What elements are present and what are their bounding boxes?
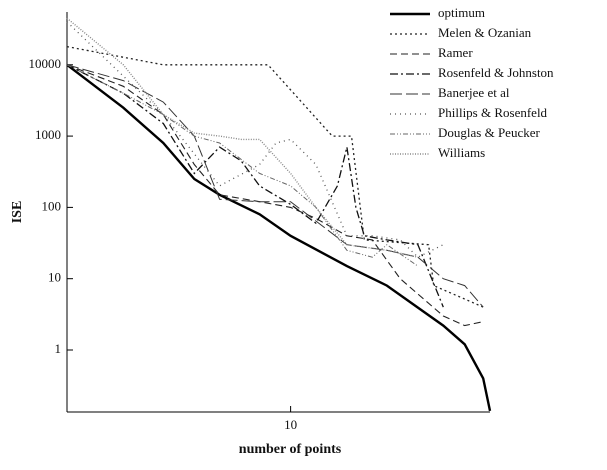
series-line (66, 21, 444, 258)
y-tick-label: 10 (48, 270, 61, 285)
x-tick-label: 10 (284, 417, 297, 432)
legend-label: Phillips & Rosenfeld (438, 105, 548, 120)
x-axis-label: number of points (239, 442, 342, 457)
legend-label: optimum (438, 5, 485, 20)
series-line (66, 64, 419, 267)
series-line (66, 64, 484, 327)
series-line (66, 64, 444, 308)
legend-label: Ramer (438, 45, 473, 60)
y-tick-label: 1 (55, 341, 62, 356)
series-line (66, 64, 484, 308)
y-axis-label: ISE (10, 201, 25, 224)
legend-label: Rosenfeld & Johnston (438, 65, 554, 80)
series-line (66, 63, 492, 412)
y-tick-label: 100 (42, 198, 62, 213)
y-tick-label: 1000 (35, 127, 61, 142)
y-tick-label: 10000 (29, 56, 62, 71)
series-line (66, 45, 484, 308)
legend-label: Douglas & Peucker (438, 125, 540, 140)
series-line (66, 17, 419, 258)
legend-label: Banerjee et al (438, 85, 510, 100)
legend-label: Melen & Ozanian (438, 25, 532, 40)
legend-label: Williams (438, 145, 485, 160)
